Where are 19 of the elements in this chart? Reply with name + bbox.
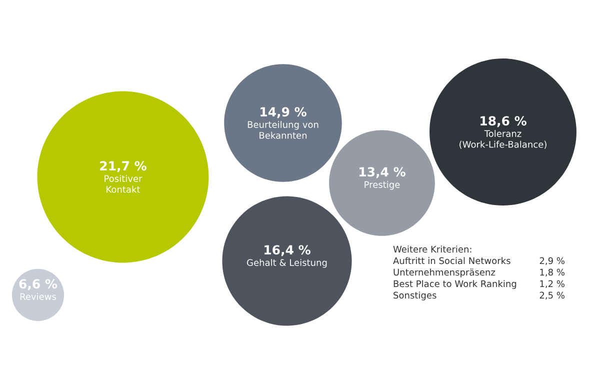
category-label: Toleranz (Work-Life-Balance) <box>460 130 546 149</box>
data-label: 16,4 % <box>264 245 310 256</box>
data-label: 13,4 % <box>360 167 406 178</box>
category-label: Gehalt & Leistung <box>247 259 327 268</box>
category-label: Positiver Kontakt <box>104 175 142 193</box>
text: 1,8 % <box>540 268 565 277</box>
data-label: 18,6 % <box>480 116 526 128</box>
text: Unternehmenspräsenz <box>394 268 496 278</box>
text: 2,5 % <box>540 292 565 300</box>
text: 1,2 % <box>540 280 565 288</box>
category-label: Beurteilung von Bekannten <box>248 121 318 139</box>
data-label: 21,7 % <box>100 161 146 172</box>
category-label: Prestige <box>364 181 400 190</box>
data-label: 14,9 % <box>260 107 306 118</box>
text: 2,9 % <box>540 257 565 266</box>
text: Sonstiges <box>394 292 436 300</box>
text: Auftritt in Social Networks <box>393 257 510 264</box>
text: Weitere Kriterien: <box>393 246 472 253</box>
text: Best Place to Work Ranking <box>394 280 516 289</box>
